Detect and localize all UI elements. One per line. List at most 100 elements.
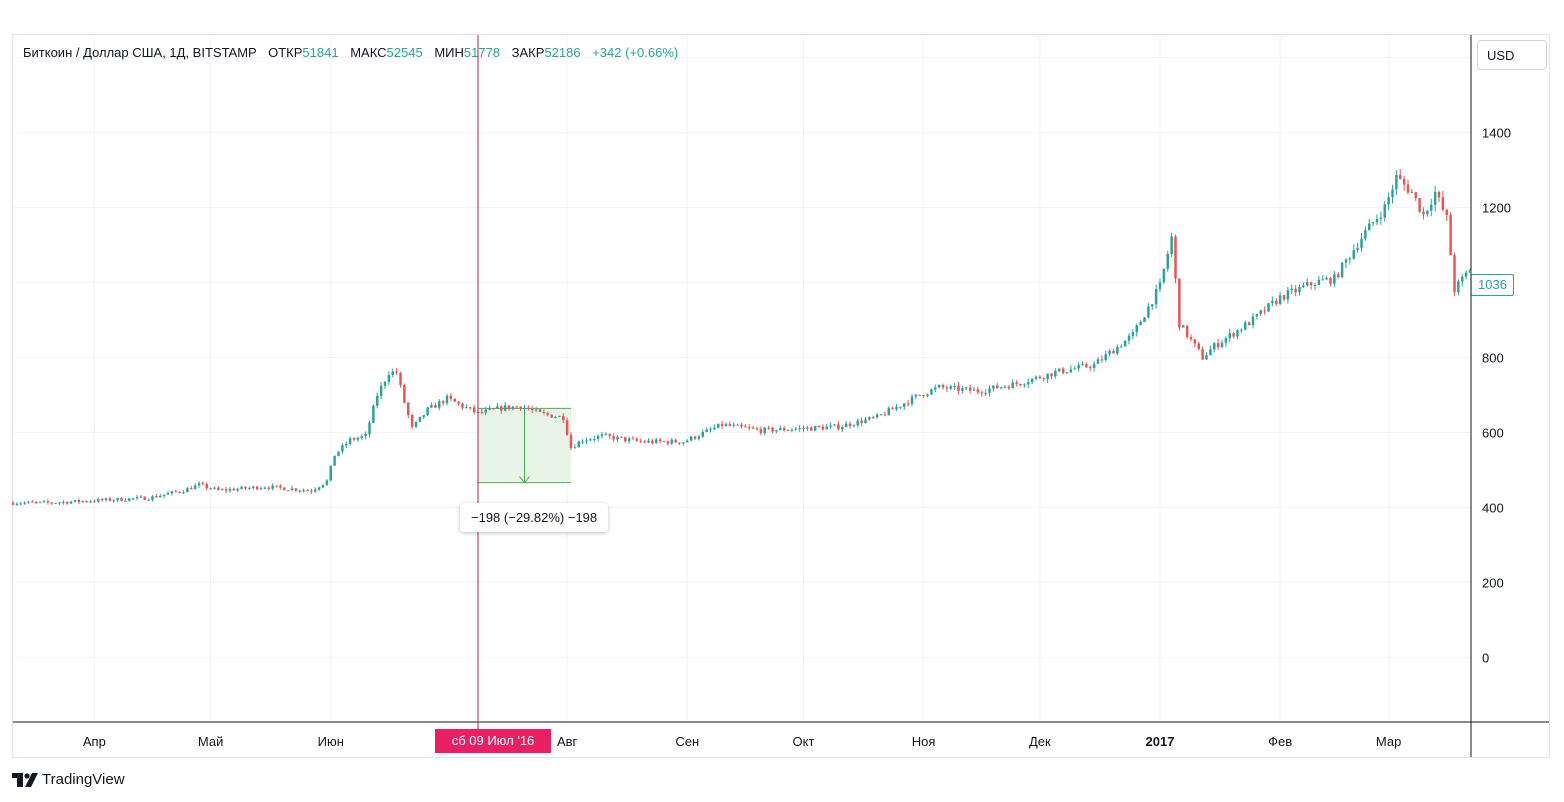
candle-body <box>806 427 809 429</box>
candle-body <box>829 425 832 427</box>
candle-body <box>531 409 534 411</box>
candle-body <box>69 501 73 504</box>
y-tick-label: 800 <box>1482 350 1504 365</box>
candle-body <box>581 441 584 443</box>
candle-body <box>534 409 538 411</box>
candle-body <box>1158 282 1162 290</box>
candle-body <box>689 436 693 441</box>
candle-body <box>1003 386 1007 388</box>
candle-body <box>1236 330 1239 337</box>
candle-body <box>1143 317 1146 322</box>
candle-body <box>356 438 360 440</box>
candle-body <box>414 421 418 427</box>
candle-body <box>1251 316 1255 326</box>
candle-body <box>1441 197 1445 210</box>
candle-body <box>174 491 177 493</box>
candle-body <box>798 427 801 429</box>
candle-body <box>996 385 999 389</box>
candle-body <box>1410 192 1414 194</box>
candle-body <box>159 495 162 498</box>
candle-body <box>279 485 282 488</box>
candle-body <box>329 465 332 481</box>
candle-body <box>1209 349 1212 356</box>
candle-body <box>941 385 945 388</box>
candle-body <box>1038 376 1042 379</box>
candle-body <box>872 417 875 419</box>
candle-body <box>906 403 910 405</box>
candle-body <box>1317 279 1321 285</box>
candle-body <box>186 488 189 493</box>
candle-body <box>965 387 968 389</box>
candle-body <box>558 415 561 417</box>
y-tick-label: 200 <box>1482 575 1504 590</box>
candle-body <box>507 405 511 410</box>
candle-body <box>1282 295 1286 300</box>
candle-body <box>124 500 127 502</box>
candle-body <box>1019 383 1022 385</box>
candle-body <box>980 392 983 394</box>
candle-body <box>1337 274 1340 278</box>
low-value: 51778 <box>463 45 501 60</box>
currency-button[interactable]: USD <box>1477 40 1547 70</box>
candle-body <box>1050 373 1053 377</box>
candle-body <box>1298 287 1301 293</box>
candle-body <box>848 423 852 427</box>
candle-body <box>35 502 38 504</box>
chart-legend: Биткоин / Доллар США, 1Д, BITSTAMP ОТКР5… <box>23 45 678 60</box>
candle-body <box>1457 281 1460 293</box>
candle-body <box>674 439 677 443</box>
candle-body <box>228 488 232 491</box>
candle-body <box>701 431 704 437</box>
candle-body <box>1193 339 1197 344</box>
candle-body <box>469 407 472 409</box>
candle-body <box>434 404 437 408</box>
candle-body <box>945 387 949 389</box>
candle-body <box>1309 282 1313 286</box>
measure-label: −198 (−29.82%) −198 <box>460 503 609 532</box>
candle-body <box>624 437 627 442</box>
candle-body <box>1216 343 1220 348</box>
candle-body <box>465 407 468 409</box>
tradingview-logo[interactable]: TradingView <box>12 771 125 788</box>
candle-body <box>306 490 309 492</box>
candle-body <box>314 489 317 492</box>
candle-body <box>957 385 960 391</box>
candle-body <box>1065 372 1069 374</box>
candle-body <box>162 494 166 496</box>
candle-body <box>62 501 65 503</box>
candle-body <box>1228 333 1231 339</box>
candle-body <box>480 411 484 413</box>
candle-body <box>236 488 239 491</box>
candle-body <box>15 503 19 505</box>
candle-body <box>445 395 449 404</box>
candle-body <box>554 416 557 418</box>
candle-body <box>298 490 301 492</box>
candle-body <box>678 442 681 444</box>
candle-body <box>66 501 69 504</box>
candle-body <box>50 502 53 504</box>
candle-body <box>926 394 929 396</box>
candle-body <box>1430 204 1433 211</box>
candle-body <box>147 499 150 501</box>
candle-body <box>879 414 883 416</box>
candle-body <box>108 498 112 501</box>
candle-body <box>1027 382 1030 385</box>
candle-body <box>934 387 937 390</box>
candle-body <box>430 404 433 408</box>
candle-body <box>546 412 549 415</box>
candle-body <box>317 487 321 490</box>
candle-body <box>135 497 139 499</box>
candle-body <box>170 491 174 494</box>
candle-body <box>1073 368 1076 370</box>
candle-body <box>860 420 863 424</box>
candle-body <box>232 488 236 491</box>
candle-body <box>302 490 305 492</box>
candle-body <box>1348 258 1352 260</box>
chart-frame <box>12 34 1550 758</box>
x-tick-label: Фев <box>1268 734 1292 749</box>
candle-body <box>720 423 724 426</box>
candle-body <box>841 427 844 430</box>
candle-body <box>492 408 495 410</box>
candle-body <box>1100 359 1104 361</box>
